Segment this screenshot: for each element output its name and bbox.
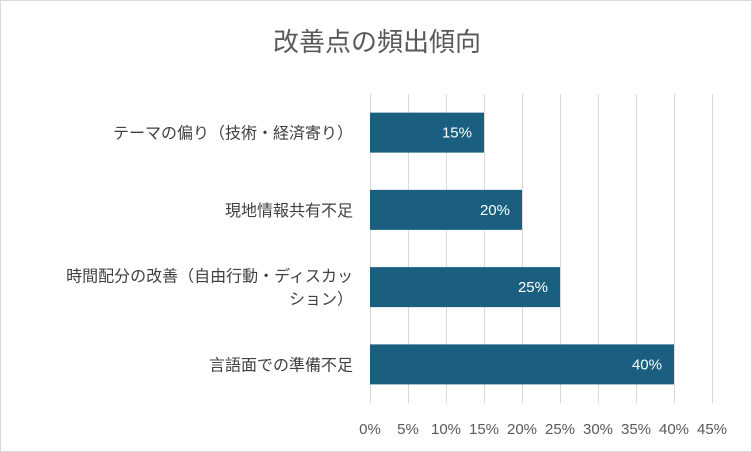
data-label: 25%	[518, 279, 548, 296]
bar	[370, 344, 674, 385]
bars: 15% 20% 25% 40%	[370, 112, 674, 385]
data-label: 20%	[480, 202, 510, 219]
category-label: 時間配分の改善（自由行動・ディスカッ	[66, 267, 353, 286]
x-tick-label: 25%	[545, 421, 575, 438]
category-label: 言語面での準備不足	[209, 356, 353, 374]
category-label: テーマの偏り（技術・経済寄り）	[113, 125, 353, 143]
bar	[370, 189, 522, 230]
chart-title: 改善点の頻出傾向	[273, 27, 481, 57]
x-tick-label: 5%	[397, 421, 419, 438]
x-tick-label: 10%	[431, 421, 461, 438]
category-labels: テーマの偏り（技術・経済寄り） 現地情報共有不足時間配分の改善（自由行動・ディスカ…	[66, 125, 353, 375]
data-label: 40%	[632, 356, 662, 373]
x-tick-label: 30%	[583, 421, 613, 438]
bar	[370, 267, 560, 308]
data-label: 15%	[442, 125, 472, 142]
x-tick-label: 35%	[621, 421, 651, 438]
x-tick-label: 20%	[507, 421, 537, 438]
category-label: ション）	[289, 291, 353, 309]
category-label: 現地情報共有不足	[225, 202, 353, 220]
x-tick-label: 15%	[469, 421, 499, 438]
bar	[370, 112, 484, 153]
x-tick-label: 40%	[659, 421, 689, 438]
x-tick-label: 45%	[697, 421, 727, 438]
x-tick-label: 0%	[359, 421, 381, 438]
x-tick-labels: 0% 5% 10% 15% 20% 25% 30% 35% 40% 45%	[359, 421, 727, 438]
